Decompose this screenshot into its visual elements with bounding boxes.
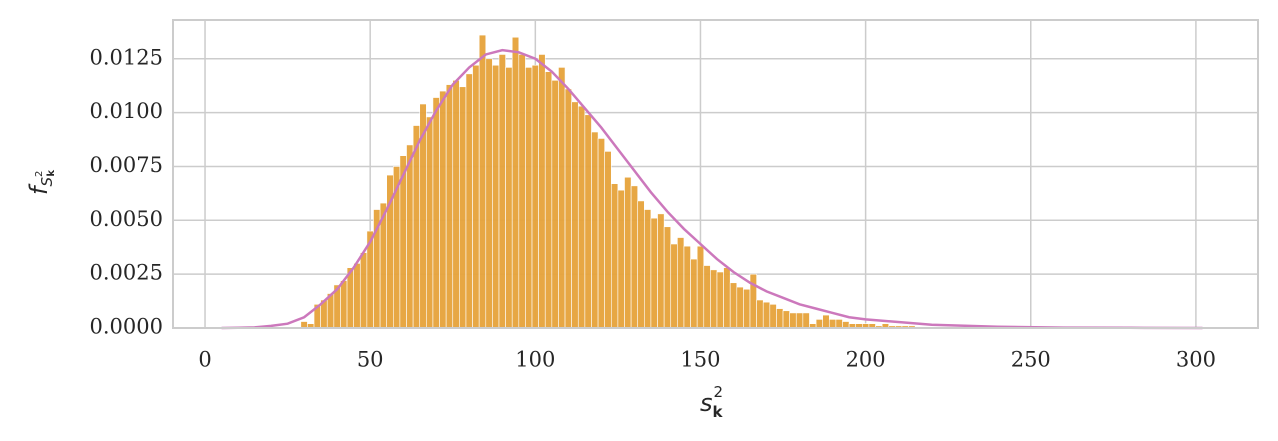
y-tick-label: 0.0000 xyxy=(90,315,163,339)
bar xyxy=(432,97,440,329)
x-tick-label: 0 xyxy=(198,348,211,372)
bar xyxy=(597,138,605,329)
bar xyxy=(795,312,804,329)
y-tick-label: 0.0125 xyxy=(90,45,163,69)
bar xyxy=(445,84,454,329)
bar xyxy=(439,90,447,329)
bar xyxy=(558,67,566,329)
bar xyxy=(729,282,738,329)
density-curve xyxy=(221,48,1203,330)
y-tick-label: 0.0025 xyxy=(90,261,163,285)
bar xyxy=(637,200,645,329)
bar xyxy=(789,312,797,329)
bar xyxy=(492,64,500,329)
bar xyxy=(736,286,744,329)
bar xyxy=(683,245,691,329)
bar xyxy=(690,258,698,329)
bar xyxy=(571,101,579,329)
y-tick-label: 0.0075 xyxy=(90,153,163,177)
bar xyxy=(703,265,711,329)
bar xyxy=(426,116,434,329)
x-tick-label: 200 xyxy=(846,348,886,372)
bar xyxy=(610,183,619,329)
bar xyxy=(696,245,705,329)
bar xyxy=(769,304,777,329)
bar xyxy=(617,189,625,329)
svg-text:fS2k: fS2k xyxy=(25,170,57,195)
bar xyxy=(340,280,348,329)
bar xyxy=(828,319,837,329)
bar xyxy=(498,54,506,329)
bar xyxy=(723,267,731,329)
bar xyxy=(544,71,553,329)
plot-frame xyxy=(172,19,1259,329)
bar xyxy=(564,88,572,329)
bar xyxy=(353,263,361,329)
bar xyxy=(630,185,639,329)
bar xyxy=(478,34,487,329)
bar xyxy=(835,319,843,329)
bar xyxy=(452,80,460,329)
bar xyxy=(663,226,672,329)
bar xyxy=(518,54,526,329)
bar xyxy=(802,312,810,329)
bar xyxy=(511,36,520,329)
bar xyxy=(822,314,830,329)
bar xyxy=(577,105,586,329)
bar xyxy=(650,217,658,329)
bar xyxy=(591,131,599,329)
bar xyxy=(465,73,473,329)
bar xyxy=(815,319,823,329)
bar xyxy=(657,213,665,329)
y-tick-label: 0.0100 xyxy=(90,99,163,123)
bar xyxy=(716,271,724,329)
bar xyxy=(459,86,467,329)
bar xyxy=(505,67,513,329)
bar xyxy=(531,64,539,329)
bar xyxy=(782,310,790,329)
bar xyxy=(670,243,678,329)
bar xyxy=(762,301,771,329)
bar xyxy=(604,151,612,329)
bar xyxy=(485,58,493,329)
x-tick-label: 100 xyxy=(515,348,555,372)
x-tick-label: 150 xyxy=(680,348,720,372)
x-tick-label: 300 xyxy=(1176,348,1216,372)
bar xyxy=(412,125,421,329)
bar xyxy=(538,54,546,329)
bar xyxy=(776,308,784,329)
bar xyxy=(677,237,685,329)
bar xyxy=(644,209,652,329)
x-tick-label: 250 xyxy=(1011,348,1051,372)
bar xyxy=(406,144,414,329)
bar xyxy=(359,252,368,329)
bar xyxy=(551,80,559,329)
bar xyxy=(710,269,718,329)
bar xyxy=(743,288,751,329)
bar xyxy=(756,299,764,329)
bar xyxy=(584,114,592,329)
y-tick-label: 0.0050 xyxy=(90,207,163,231)
x-axis-label: sk2 xyxy=(700,383,724,421)
bar xyxy=(624,176,632,329)
bar xyxy=(472,64,480,329)
y-axis-label: fS2k xyxy=(25,170,57,195)
bar xyxy=(525,67,533,329)
x-tick-label: 50 xyxy=(357,348,384,372)
